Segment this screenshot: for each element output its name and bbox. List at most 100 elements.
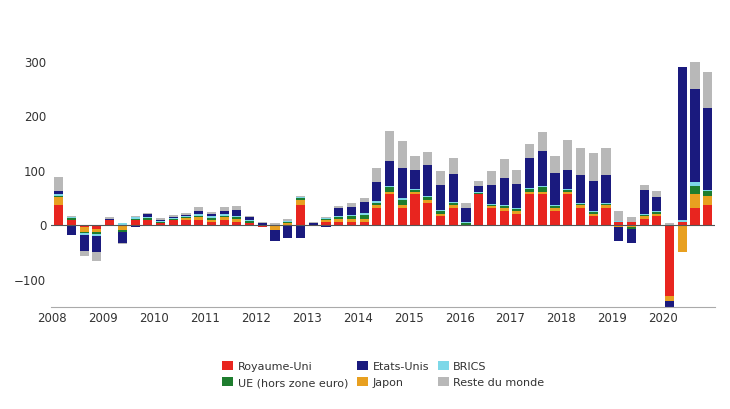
Bar (512, 214, 521, 225)
Bar (220, 220, 228, 225)
Bar (639, 217, 649, 220)
Bar (372, 169, 382, 182)
Bar (245, 222, 254, 223)
Bar (296, 198, 305, 199)
Bar (653, 217, 661, 225)
Bar (54, 178, 64, 192)
Bar (80, 235, 89, 252)
Bar (677, 68, 687, 220)
Bar (131, 217, 139, 218)
Bar (410, 192, 420, 195)
Bar (423, 196, 432, 198)
Bar (703, 196, 712, 206)
Bar (423, 203, 432, 225)
Bar (436, 186, 445, 210)
Bar (207, 222, 216, 225)
Bar (576, 206, 585, 209)
Bar (296, 206, 305, 225)
Bar (372, 182, 382, 202)
Bar (271, 226, 280, 230)
Bar (474, 195, 483, 225)
Bar (296, 199, 305, 200)
Legend: Royaume-Uni, UE (hors zone euro), Etats-Unis, Japon, BRICS, Reste du monde: Royaume-Uni, UE (hors zone euro), Etats-… (218, 357, 549, 392)
Bar (232, 216, 242, 218)
Bar (602, 148, 610, 176)
Bar (576, 209, 585, 225)
Bar (576, 176, 585, 203)
Bar (194, 215, 203, 216)
Bar (449, 175, 458, 202)
Bar (627, 228, 636, 229)
Bar (360, 202, 369, 213)
Bar (487, 171, 496, 185)
Bar (182, 217, 191, 218)
Bar (449, 209, 458, 225)
Bar (92, 235, 101, 236)
Bar (67, 217, 76, 218)
Bar (512, 211, 521, 214)
Bar (283, 221, 293, 222)
Bar (182, 213, 191, 215)
Bar (474, 187, 483, 192)
Bar (449, 203, 458, 206)
Bar (169, 217, 178, 218)
Bar (627, 222, 636, 225)
Bar (182, 220, 191, 225)
Bar (54, 206, 64, 225)
Bar (194, 207, 203, 212)
Bar (398, 200, 407, 206)
Bar (653, 198, 661, 211)
Bar (194, 216, 203, 218)
Bar (271, 225, 280, 226)
Bar (449, 158, 458, 175)
Bar (182, 218, 191, 219)
Bar (499, 211, 509, 225)
Bar (398, 206, 407, 209)
Bar (449, 202, 458, 203)
Bar (194, 218, 203, 220)
Bar (691, 63, 699, 90)
Bar (499, 207, 509, 209)
Bar (703, 192, 712, 196)
Bar (143, 217, 153, 219)
Bar (614, 222, 623, 225)
Bar (156, 221, 165, 222)
Bar (54, 192, 64, 194)
Bar (677, 222, 687, 225)
Bar (54, 194, 64, 196)
Bar (92, 229, 101, 232)
Bar (538, 195, 547, 225)
Bar (283, 220, 293, 221)
Bar (283, 223, 293, 225)
Bar (385, 162, 394, 186)
Bar (156, 218, 165, 220)
Bar (309, 223, 318, 224)
Bar (80, 234, 89, 235)
Bar (564, 192, 572, 195)
Bar (156, 223, 165, 225)
Bar (691, 195, 699, 209)
Bar (576, 204, 585, 206)
Bar (423, 200, 432, 203)
Bar (309, 224, 318, 225)
Bar (423, 166, 432, 196)
Bar (627, 218, 636, 222)
Bar (436, 210, 445, 211)
Bar (232, 220, 242, 222)
Bar (385, 192, 394, 195)
Bar (271, 230, 280, 241)
Bar (588, 212, 598, 214)
Bar (410, 171, 420, 189)
Bar (639, 190, 649, 215)
Bar (131, 225, 139, 228)
Bar (296, 225, 305, 238)
Bar (398, 209, 407, 225)
Bar (410, 195, 420, 225)
Bar (602, 204, 610, 206)
Bar (207, 219, 216, 220)
Bar (118, 225, 127, 230)
Bar (67, 220, 76, 225)
Bar (80, 252, 89, 256)
Bar (334, 220, 343, 222)
Bar (499, 160, 509, 179)
